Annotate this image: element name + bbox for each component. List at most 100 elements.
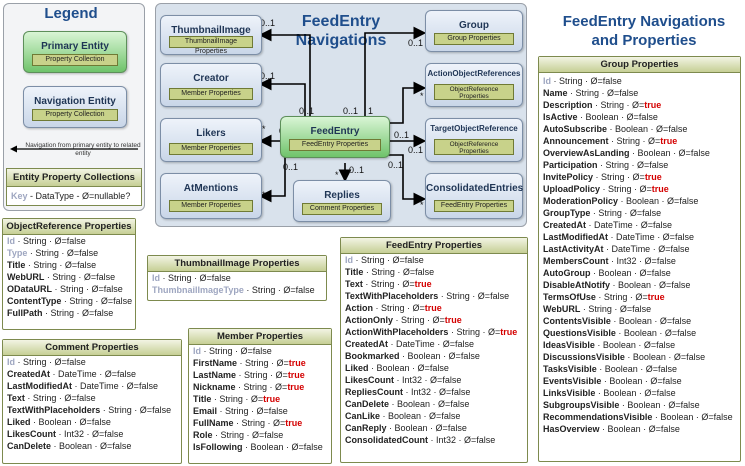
property-type: String: [33, 260, 57, 270]
property-row: DisableAtNotify · Boolean · Ø=false: [543, 280, 691, 290]
property-nullable: true: [647, 292, 665, 302]
property-type: String: [600, 100, 625, 110]
property-type: Boolean: [627, 400, 661, 410]
legend-primary-prop: Property Collection: [32, 54, 118, 66]
property-name: IdeasVisible: [543, 340, 595, 350]
legend-navigation-entity: Navigation Entity Property Collection: [23, 86, 127, 128]
legend-primary-entity: Primary Entity Property Collection: [23, 31, 127, 73]
property-type: Boolean: [59, 441, 93, 451]
property-row: WebURL · String · Ø=false: [7, 272, 116, 282]
property-nullable: false: [447, 423, 467, 433]
property-type: DateTime: [58, 369, 97, 379]
property-name: Id: [7, 357, 15, 367]
property-type: String: [60, 284, 84, 294]
property-row: HasOverview · Boolean · Ø=false: [543, 424, 680, 434]
property-name: ConsolidatedCount: [345, 435, 428, 445]
property-nullable: false: [429, 363, 449, 373]
property-row: ModerationPolicy · Boolean · Ø=false: [543, 196, 699, 206]
property-type: String: [598, 208, 622, 218]
property-nullable: false: [476, 435, 496, 445]
property-name: InvitePolicy: [543, 172, 594, 182]
property-nullable: false: [415, 267, 435, 277]
property-row: IsFollowing · Boolean · Ø=false: [193, 442, 323, 452]
property-name: MembersCount: [543, 256, 609, 266]
card-objectreference-title: ObjectReference Properties: [3, 219, 135, 235]
property-row: DiscussionsVisible · Boolean · Ø=false: [543, 352, 706, 362]
property-type: DateTime: [594, 220, 633, 230]
property-row: Text · String · Ø=false: [7, 393, 96, 403]
property-row: Id · String · Ø=false: [543, 76, 622, 86]
property-name: Type: [7, 248, 28, 258]
property-type: Boolean: [394, 423, 428, 433]
card-member-title: Member Properties: [189, 329, 331, 345]
legend-arrow-icon: [10, 145, 138, 153]
property-name: ODataURL: [7, 284, 53, 294]
card-objectreference: ObjectReference Properties Id · String ·…: [2, 218, 136, 330]
property-nullable: false: [268, 406, 288, 416]
property-row: LinksVisible · Boolean · Ø=false: [543, 388, 676, 398]
property-name: Announcement: [543, 136, 609, 146]
property-nullable: false: [619, 88, 639, 98]
property-type: Boolean: [609, 376, 643, 386]
property-nullable: false: [442, 375, 462, 385]
property-type: String: [559, 76, 583, 86]
property-nullable: false: [79, 248, 99, 258]
legend-title: Legend: [44, 5, 98, 22]
property-name: CanDelete: [345, 399, 390, 409]
property-nullable: false: [668, 124, 688, 134]
property-type: Boolean: [637, 148, 671, 158]
property-type: String: [245, 358, 269, 368]
property-row: TermsOfUse · String · Ø=true: [543, 292, 665, 302]
property-nullable: false: [656, 340, 676, 350]
property-name: LastActivityAt: [543, 244, 604, 254]
property-type: Boolean: [585, 112, 619, 122]
property-type: Boolean: [660, 412, 694, 422]
property-row: Description · String · Ø=true: [543, 100, 662, 110]
legend-epc-title: Entity Property Collections: [7, 169, 141, 187]
property-name: Email: [193, 406, 218, 416]
mult-feedentry-atmentions: 0..1: [283, 162, 299, 172]
property-type: Boolean: [407, 351, 441, 361]
property-nullable: false: [658, 364, 678, 374]
property-row: Title · String · Ø=false: [7, 260, 97, 270]
property-nullable: true: [444, 315, 462, 325]
property-name: Title: [345, 267, 364, 277]
property-type: Int32: [402, 375, 423, 385]
property-name: Name: [543, 88, 568, 98]
property-row: Bookmarked · Boolean · Ø=false: [345, 351, 480, 361]
property-row: Text · String · Ø=true: [345, 279, 432, 289]
property-name: WebURL: [543, 304, 581, 314]
property-nullable: false: [454, 339, 474, 349]
entity-actionobjectreferences: ActionObjectReferences ObjectReference P…: [425, 63, 523, 107]
property-name: LikesCount: [7, 429, 57, 439]
property-nullable: false: [450, 399, 470, 409]
property-name: LastModifiedAt: [7, 381, 72, 391]
property-nullable: true: [414, 279, 432, 289]
property-type: Boolean: [623, 328, 657, 338]
property-row: LastModifiedAt · DateTime · Ø=false: [7, 381, 158, 391]
property-name: Nickname: [193, 382, 236, 392]
property-nullable: false: [116, 369, 136, 379]
property-row: LikesCount · Int32 · Ø=false: [7, 429, 124, 439]
property-type: String: [225, 406, 249, 416]
property-nullable: true: [288, 358, 306, 368]
property-nullable: true: [651, 184, 669, 194]
mult-actionobj: *: [420, 91, 424, 101]
property-nullable: false: [602, 76, 622, 86]
property-type: DateTime: [616, 232, 655, 242]
property-name: GroupType: [543, 208, 591, 218]
property-name: TextWithPlaceholders: [7, 405, 101, 415]
property-row: IdeasVisible · Boolean · Ø=false: [543, 340, 676, 350]
property-name: TermsOfUse: [543, 292, 596, 302]
property-row: CanReply · Boolean · Ø=false: [345, 423, 467, 433]
property-name: HasOverview: [543, 424, 600, 434]
property-nullable: true: [424, 303, 442, 313]
property-nullable: false: [66, 236, 86, 246]
property-row: FullPath · String · Ø=false: [7, 308, 114, 318]
mult-consolidated: *: [420, 200, 424, 210]
property-type: Boolean: [598, 268, 632, 278]
property-row: ThumbnailImageType · String · Ø=false: [152, 285, 315, 295]
legend-primary-name: Primary Entity: [41, 41, 109, 52]
property-name: FirstName: [193, 358, 238, 368]
property-type: String: [251, 285, 276, 295]
